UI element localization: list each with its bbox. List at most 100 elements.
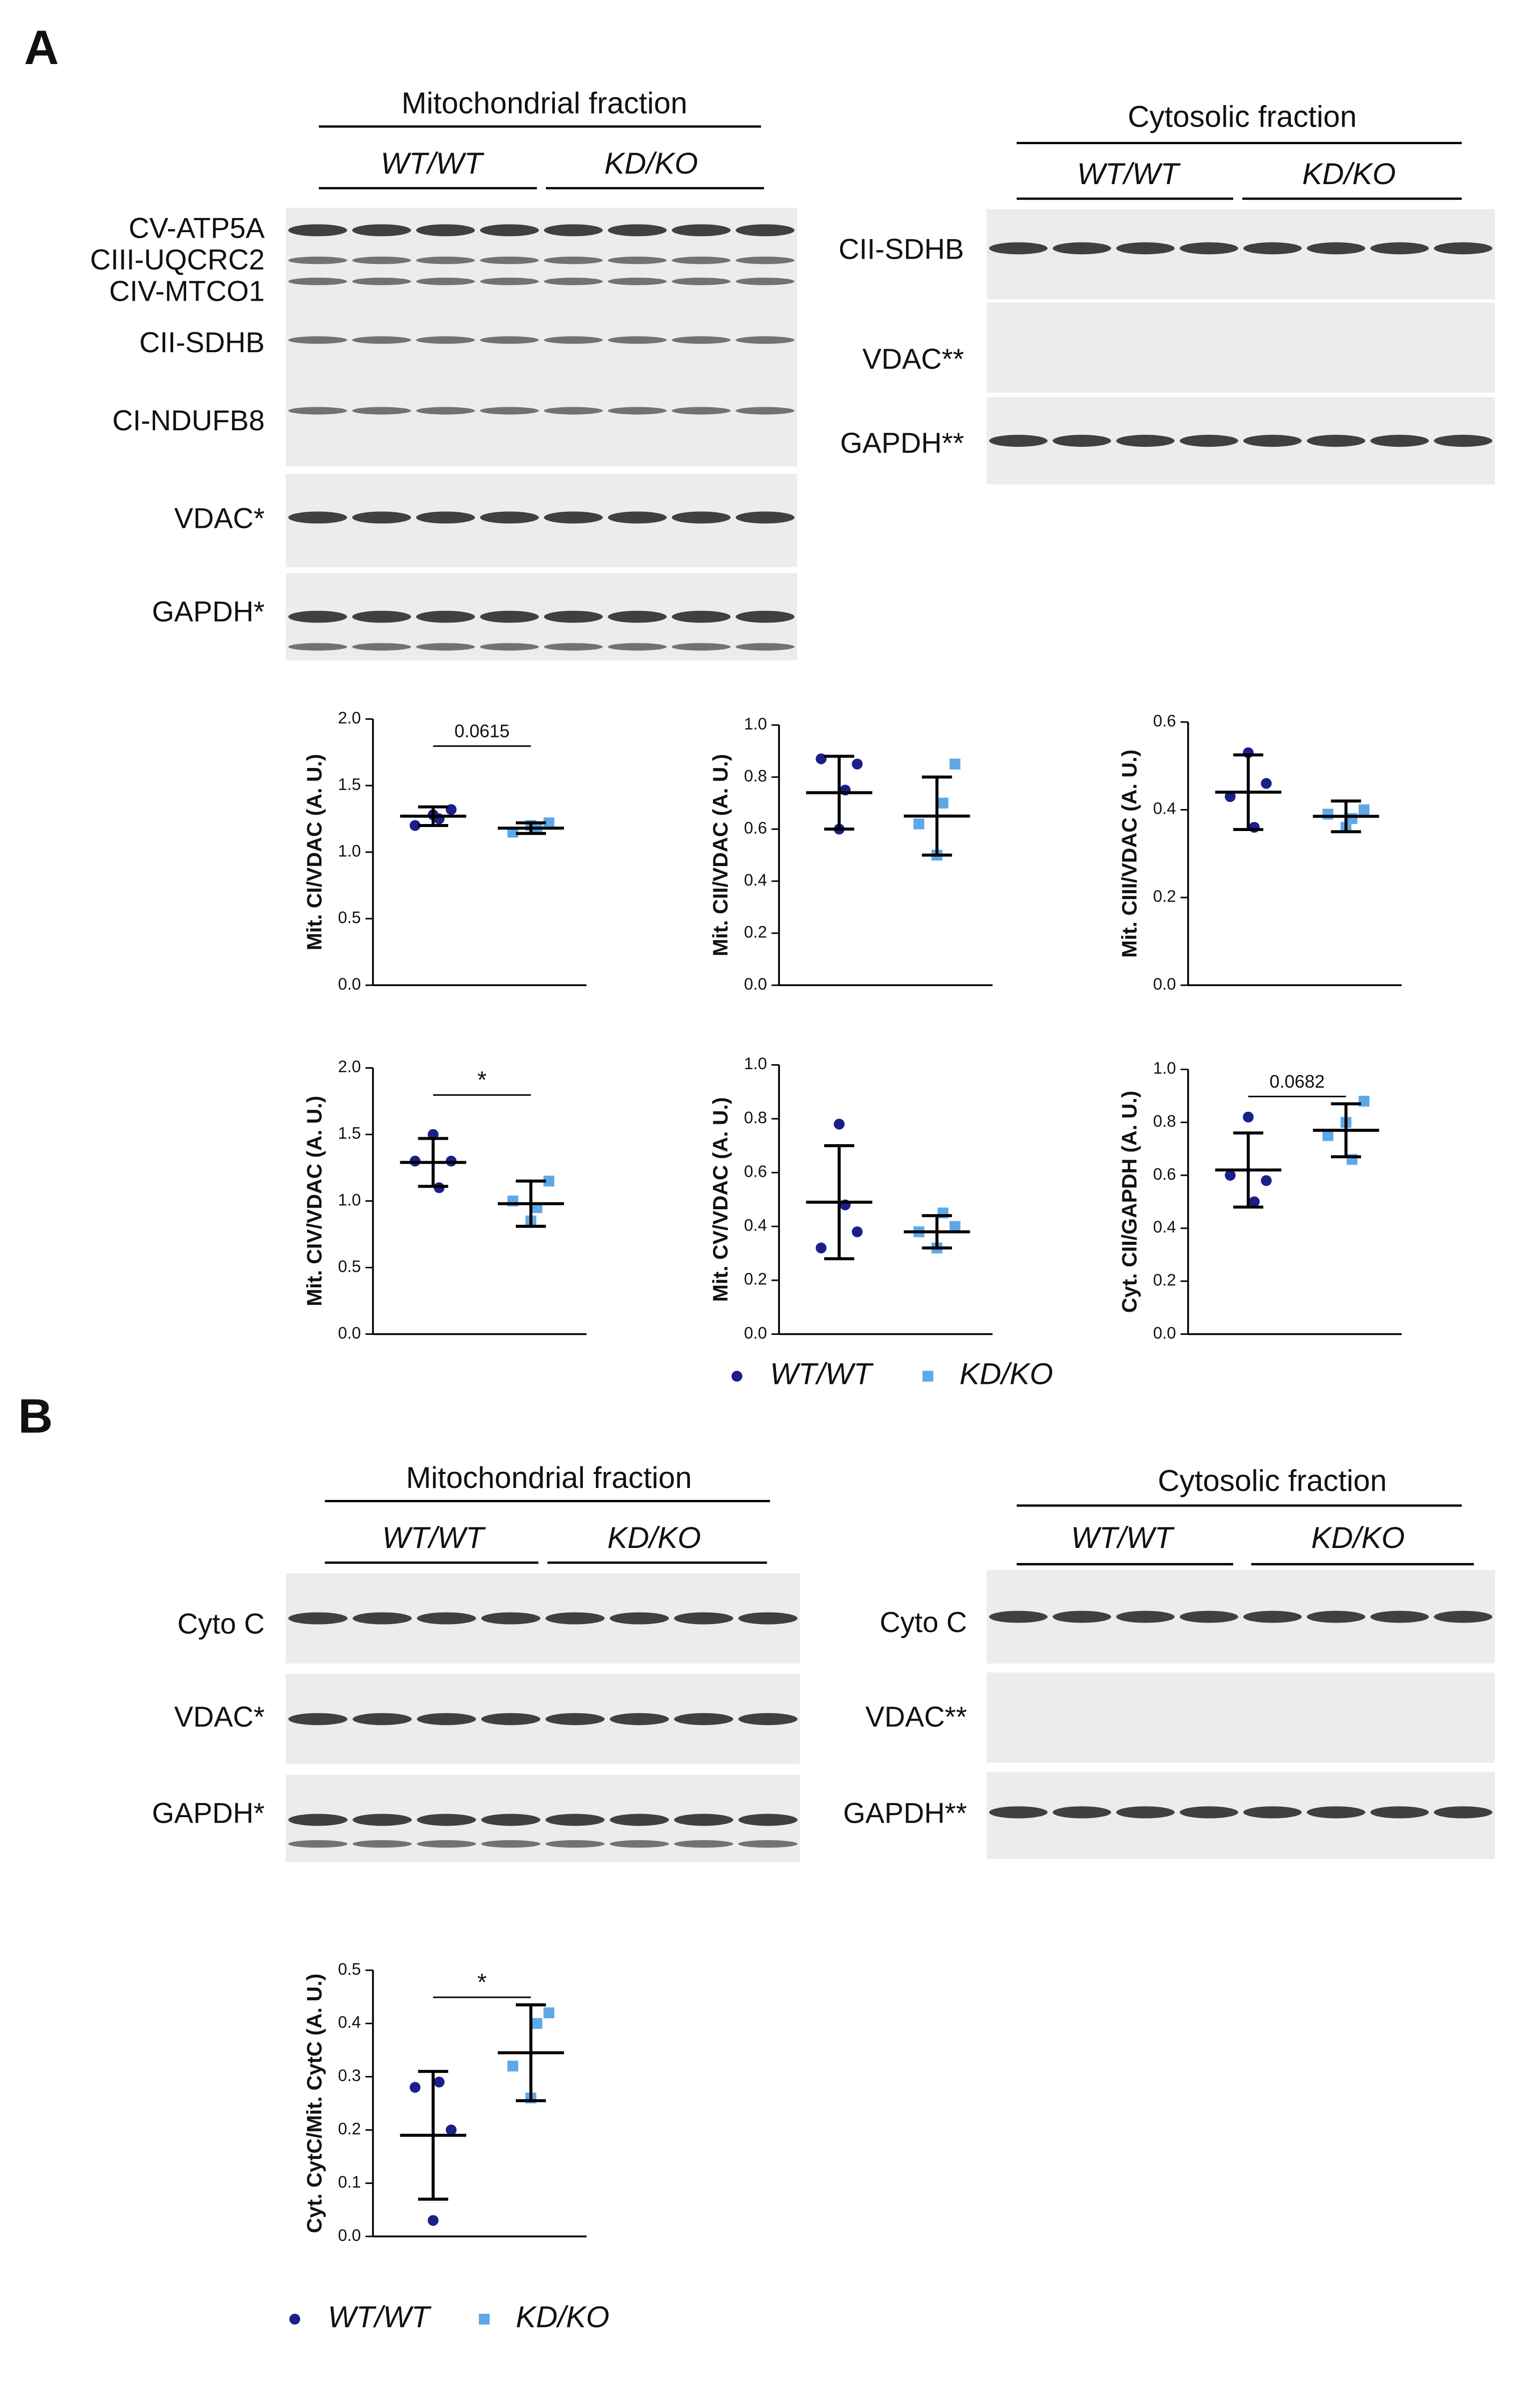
blot-band (352, 610, 411, 623)
y-tick-label: 0.0 (1153, 975, 1176, 994)
row-label: CI-NDUFB8 (112, 405, 265, 437)
y-tick-label: 1.5 (338, 775, 361, 794)
blot-band (609, 1840, 669, 1848)
blot-band (1243, 435, 1302, 447)
row-label: CII-SDHB (139, 327, 265, 359)
y-tick-label: 0.8 (1153, 1112, 1176, 1131)
blot-band (1116, 435, 1175, 447)
blot-band (738, 1814, 798, 1826)
y-tick-label: 0.5 (338, 909, 361, 927)
row-label: VDAC* (174, 1701, 265, 1733)
y-tick-label: 0.4 (1153, 1218, 1176, 1237)
blot-band (481, 1713, 540, 1726)
blot-band (607, 511, 667, 524)
blot-band (607, 224, 667, 237)
data-point (1249, 1196, 1260, 1207)
blot-band (1433, 1611, 1492, 1623)
y-tick-label: 0.4 (744, 871, 767, 890)
blot-band (1243, 1806, 1302, 1819)
blot-band (674, 1814, 733, 1826)
y-axis-label: Mit. CII/VDAC (A. U.) (708, 754, 732, 956)
blot-band (1116, 242, 1175, 255)
y-tick-label: 0.4 (338, 2013, 361, 2032)
blot-band (352, 336, 411, 344)
blot-band (671, 643, 731, 651)
y-tick-label: 0.5 (338, 1960, 361, 1979)
y-tick-label: 0.6 (1153, 1165, 1176, 1184)
blot-band (1306, 435, 1365, 447)
sd-bar (1233, 1131, 1263, 1209)
data-point (1261, 1175, 1272, 1186)
group-label: KD/KO (1311, 1521, 1405, 1554)
data-point (1243, 1111, 1254, 1123)
blot-band (607, 277, 667, 285)
group-label: WT/WT (382, 1521, 486, 1554)
blot-band (352, 1713, 412, 1726)
blot-band (352, 277, 411, 285)
data-point (543, 2007, 554, 2018)
blot-band (1116, 1611, 1175, 1623)
blot-band (416, 336, 475, 344)
y-tick-label: 0.6 (744, 1162, 767, 1181)
blot-band (1179, 242, 1238, 255)
row-label: CIV-MTCO1 (109, 276, 265, 308)
y-tick-label: 0.2 (1153, 888, 1176, 906)
y-tick-label: 1.0 (744, 715, 767, 733)
fraction-title: Mitochondrial fraction (406, 1461, 691, 1494)
row-label: Cyto C (177, 1608, 265, 1640)
blot-band (288, 1814, 348, 1826)
data-point (949, 758, 961, 769)
y-axis-label: Cyt. CytC/Mit. CytC (A. U.) (302, 1974, 326, 2233)
group-label: WT/WT (1077, 157, 1181, 191)
blot-band (1370, 1806, 1429, 1819)
blot-band (671, 224, 731, 237)
y-tick-label: 0.0 (338, 1324, 361, 1342)
row-label: VDAC** (866, 1701, 967, 1733)
row-label: Cyto C (880, 1607, 967, 1639)
y-tick-label: 0.0 (338, 975, 361, 994)
blot-band (544, 277, 603, 285)
fraction-title: Mitochondrial fraction (401, 87, 687, 120)
sd-bar (418, 805, 448, 827)
blot-band (288, 407, 347, 415)
data-point (427, 2215, 439, 2226)
blot-band (352, 1840, 412, 1848)
blot-band (288, 511, 347, 524)
data-point (816, 753, 827, 764)
blot-band (738, 1713, 798, 1726)
blot-band (352, 511, 411, 524)
blot-band (671, 511, 731, 524)
blot-band (671, 336, 731, 344)
blot-band (1052, 242, 1111, 255)
blot-band (735, 643, 795, 651)
blot-band (288, 610, 347, 623)
blot-band (989, 242, 1048, 255)
blot-band (352, 1612, 412, 1625)
blot-band (735, 256, 795, 264)
blot-band (481, 1612, 540, 1625)
sd-bar (1331, 1102, 1361, 1159)
y-axis-label: Mit. CI/VDAC (A. U.) (302, 754, 326, 951)
data-point (1358, 1096, 1370, 1107)
blot-band (674, 1612, 733, 1625)
row-label: GAPDH** (843, 1798, 967, 1830)
y-tick-label: 1.0 (338, 842, 361, 861)
blot-band (480, 610, 539, 623)
blot-band (607, 407, 667, 415)
y-tick-label: 0.8 (744, 1109, 767, 1127)
legend-marker (479, 2313, 490, 2325)
legend-label: WT/WT (770, 1357, 874, 1391)
sd-bar (922, 775, 952, 857)
blot-band (1370, 435, 1429, 447)
blot-band (989, 435, 1048, 447)
blot-band (544, 407, 603, 415)
blot-band (416, 256, 475, 264)
blot-band (480, 643, 539, 651)
y-tick-label: 0.8 (744, 767, 767, 785)
y-tick-label: 0.3 (338, 2067, 361, 2085)
blot-band (417, 1840, 476, 1848)
blot-band (545, 1612, 605, 1625)
legend-label: KD/KO (960, 1357, 1053, 1391)
panel-label: A (24, 21, 59, 75)
blot-band (671, 407, 731, 415)
